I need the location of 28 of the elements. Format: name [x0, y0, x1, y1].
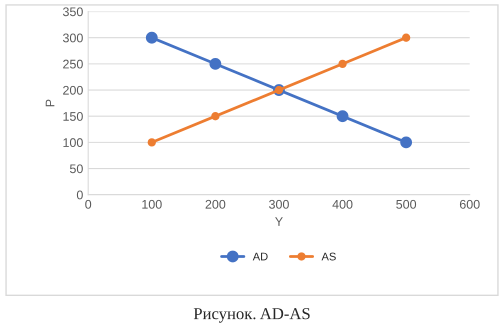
x-tick-label: 400: [332, 200, 352, 209]
x-tick-label: 200: [206, 200, 226, 209]
x-tick-label: 600: [460, 200, 480, 209]
point: [400, 136, 412, 148]
y-tick-label: 100: [63, 138, 83, 148]
point: [209, 58, 222, 70]
legend-label: AD: [252, 252, 268, 260]
x-tick-label: 300: [269, 200, 289, 209]
x-tick-label: 500: [396, 200, 416, 209]
point: [402, 34, 410, 42]
y-tick-label: 350: [62, 7, 83, 16]
x-tick-label: 0: [85, 200, 92, 209]
point: [338, 60, 347, 68]
y-tick-label: 300: [62, 34, 83, 42]
legend-label: AS: [322, 252, 336, 260]
y-tick-label: 50: [70, 164, 83, 174]
x-axis-title: Y: [275, 217, 283, 226]
y-axis-title: P: [46, 100, 54, 106]
point: [146, 32, 158, 44]
y-tick-label: 250: [63, 60, 83, 69]
y-tick-label: 0: [76, 190, 83, 200]
point: [211, 112, 220, 120]
x-tick-label: 100: [142, 200, 162, 209]
y-tick-label: 200: [63, 86, 83, 95]
y-tick-label: 150: [63, 112, 83, 121]
text: Рисунок. AD-AS: [194, 308, 310, 323]
point: [148, 138, 156, 147]
point: [336, 110, 348, 122]
